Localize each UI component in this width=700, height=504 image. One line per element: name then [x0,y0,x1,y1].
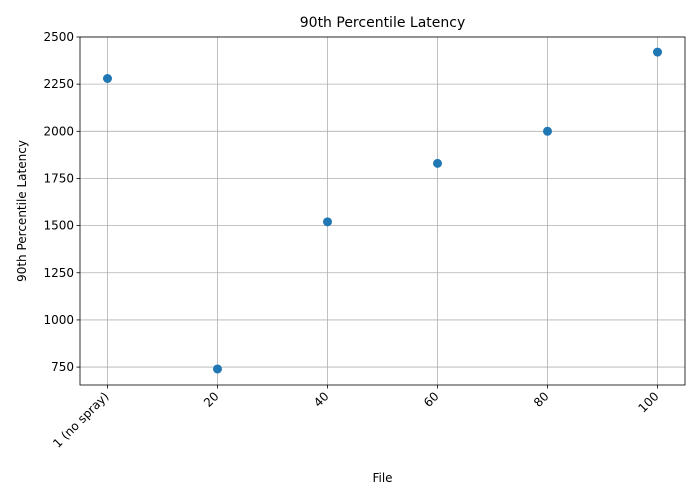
ticks-layer: 1 (no spray) 20 40 60 80 100 750 1000 1250 1500 17… [43,30,661,451]
chart-title: 90th Percentile Latency [300,15,465,31]
points-layer [103,47,662,374]
x-tick-label: 40 [311,389,332,410]
y-axis-label: 90th Percentile Latency [15,140,29,282]
x-tick-label: 60 [421,389,442,410]
x-axis-label: File [372,471,392,485]
x-tick-label: 80 [531,389,552,410]
plot-frame [79,36,686,386]
x-tick-label: 100 [636,389,662,415]
y-tick-label: 1250 [43,266,74,280]
data-point [323,217,332,227]
data-point [653,47,662,57]
x-tick-label: 1 (no spray) [50,389,111,450]
y-tick-label: 750 [51,360,74,374]
y-tick-label: 1500 [43,219,74,233]
data-point [103,73,112,83]
y-tick-label: 1750 [43,171,74,185]
y-tick-label: 2000 [43,124,74,138]
x-tick-label: 20 [201,389,222,410]
grid-layer [80,36,685,385]
data-point [213,364,222,374]
data-point [433,158,442,168]
y-tick-label: 2500 [43,30,74,44]
data-point [543,126,552,136]
y-tick-label: 2250 [43,77,74,91]
y-tick-label: 1000 [43,313,74,327]
